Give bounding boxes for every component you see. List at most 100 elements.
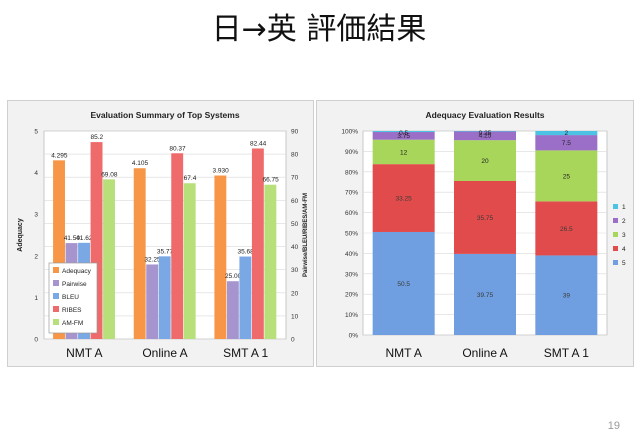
bar-value-label: 3.930 xyxy=(213,168,230,175)
segment-value-label: 4.25 xyxy=(479,133,492,140)
page-number: 19 xyxy=(607,420,620,432)
segment-value-label: 0.25 xyxy=(479,130,492,137)
slide-title: 日→英 評価結果 xyxy=(0,4,638,48)
stack-segment xyxy=(454,180,516,254)
segment-value-label: 39 xyxy=(563,293,571,300)
segment-value-label: 26.5 xyxy=(560,226,573,233)
summary-chart-panel: Evaluation Summary of Top Systems 0 10 20 30… xyxy=(7,100,314,367)
right-tick-label: 80 xyxy=(291,152,299,159)
right-axis-label: Pairwise/BLEU/RIBES/AM-FM xyxy=(303,193,309,277)
legend-label: RIBES xyxy=(62,307,82,314)
stack-segment xyxy=(535,131,598,136)
y-tick-label: 90% xyxy=(345,149,358,156)
right-tick-label: 70 xyxy=(291,175,299,182)
legend-label: Pairwise xyxy=(62,281,87,288)
left-tick-label: 2 xyxy=(34,253,38,260)
stack-segment xyxy=(454,140,516,181)
left-tick-label: 5 xyxy=(34,129,38,136)
bar xyxy=(251,148,264,339)
bar xyxy=(146,264,159,339)
right-tick-label: 60 xyxy=(291,198,299,205)
y-tick-label: 40% xyxy=(345,251,358,258)
legend-label: BLEU xyxy=(62,294,79,301)
segment-value-label: 20 xyxy=(481,158,489,165)
y-tick-label: 20% xyxy=(345,292,358,299)
y-tick-label: 100% xyxy=(341,129,358,136)
bar-value-label: 35.77 xyxy=(157,248,174,255)
title-source-lang: 日 xyxy=(211,12,242,47)
legend-label: 5 xyxy=(622,260,626,267)
segment-value-label: 33.25 xyxy=(396,196,413,203)
stack-segment xyxy=(454,131,516,141)
legend-label: 2 xyxy=(622,218,626,225)
adequacy-chart-panel: Adequacy Evaluation Results 0% 10% 20% 30% 40… xyxy=(316,100,634,367)
bar-value-label: 25.00 xyxy=(225,273,242,280)
segment-value-label: 3.75 xyxy=(397,133,410,140)
category-label: NMT A xyxy=(385,346,421,360)
segment-value-label: 50.5 xyxy=(397,281,410,288)
segment-value-label: 0.5 xyxy=(399,130,408,137)
y-tick-label: 10% xyxy=(345,312,358,319)
segment-value-label: 35.75 xyxy=(477,215,494,222)
y-tick-label: 0% xyxy=(349,333,359,340)
stack-segment xyxy=(372,164,435,232)
stack-segment xyxy=(372,131,435,133)
left-tick-label: 1 xyxy=(34,295,38,302)
right-tick-label: 10 xyxy=(291,313,299,320)
right-tick-label: 0 xyxy=(291,337,295,344)
legend-swatch xyxy=(53,306,59,312)
bar-value-label: 85.2 xyxy=(91,134,104,141)
bar xyxy=(133,168,146,339)
right-tick-label: 40 xyxy=(291,244,299,251)
title-arrow: → xyxy=(241,12,267,47)
segment-value-label: 7.5 xyxy=(562,140,571,147)
stack-segment xyxy=(535,150,598,202)
bar-value-label: 80.37 xyxy=(169,145,186,152)
bar-value-label: 32.25 xyxy=(144,256,161,263)
right-tick-label: 20 xyxy=(291,290,299,297)
bar-value-label: 66.75 xyxy=(263,177,280,184)
bar xyxy=(264,184,277,339)
legend-swatch xyxy=(53,280,59,286)
y-tick-label: 50% xyxy=(345,231,358,238)
chart-title: Adequacy Evaluation Results xyxy=(425,110,544,120)
y-tick-label: 70% xyxy=(345,190,358,197)
right-tick-label: 90 xyxy=(291,129,299,136)
bar xyxy=(90,142,103,339)
category-label: SMT A 1 xyxy=(223,346,268,360)
bar xyxy=(158,256,171,339)
y-tick-label: 30% xyxy=(345,271,358,278)
segment-value-label: 2 xyxy=(565,130,569,137)
bar xyxy=(53,160,65,339)
legend-swatch xyxy=(53,267,59,273)
title-target-lang: 英 xyxy=(266,12,297,47)
y-tick-label: 80% xyxy=(345,169,358,176)
stack-segment xyxy=(372,231,435,335)
legend-label: AM-FM xyxy=(62,320,83,327)
left-tick-label: 4 xyxy=(34,170,38,177)
right-tick-label: 30 xyxy=(291,267,299,274)
legend-swatch xyxy=(613,218,618,223)
stack-segment xyxy=(454,131,516,132)
segment-value-label: 12 xyxy=(400,149,408,156)
stack-segment xyxy=(372,139,435,165)
legend-swatch xyxy=(53,293,59,299)
bar xyxy=(103,179,115,339)
segment-value-label: 25 xyxy=(563,173,571,180)
left-tick-label: 0 xyxy=(34,337,38,344)
left-tick-label: 3 xyxy=(34,212,38,219)
stack-segment xyxy=(372,132,435,140)
category-label: Online A xyxy=(462,346,507,360)
bar-value-label: 41.50 xyxy=(64,235,81,242)
bar xyxy=(183,183,196,339)
stack-segment xyxy=(454,253,516,335)
category-label: Online A xyxy=(142,346,187,360)
legend-swatch xyxy=(613,204,618,209)
bar-value-label: 35.68 xyxy=(238,249,255,256)
y-tick-label: 60% xyxy=(345,210,358,217)
category-label: NMT A xyxy=(66,346,102,360)
bar-value-label: 67.4 xyxy=(184,175,197,182)
legend-swatch xyxy=(613,232,618,237)
bar-value-label: 69.08 xyxy=(101,171,118,178)
legend-swatch xyxy=(53,319,59,325)
